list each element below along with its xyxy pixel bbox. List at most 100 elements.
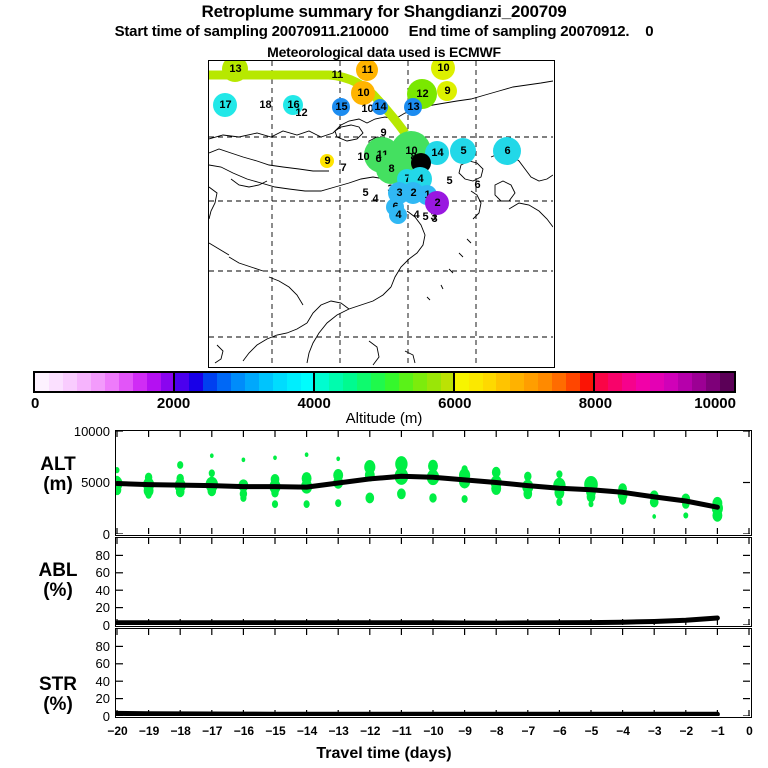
colorbar-swatch	[706, 373, 721, 391]
colorbar-tick: 2000	[156, 395, 191, 412]
colorbar-tick: 8000	[578, 395, 613, 412]
colorbar-swatch	[202, 373, 217, 391]
y-tick-label: 80	[95, 547, 110, 563]
str-panel	[115, 628, 752, 718]
colorbar-swatch	[272, 373, 287, 391]
colorbar-swatch	[118, 373, 133, 391]
x-tick-label: −17	[202, 724, 223, 738]
row-label-str: STR (%)	[39, 674, 77, 715]
x-tick-label: −13	[328, 724, 349, 738]
y-tick-label: 10000	[73, 423, 110, 439]
plume-blob	[372, 99, 388, 115]
colorbar-swatch	[468, 373, 483, 391]
y-tick-label: 60	[95, 656, 110, 672]
colorbar-swatch	[398, 373, 413, 391]
x-tick-label: −2	[679, 724, 694, 738]
y-tick-label: 20	[95, 600, 110, 616]
plume-blob-label: 14	[374, 101, 387, 113]
plume-blob	[213, 93, 237, 117]
colorbar-swatch	[216, 373, 231, 391]
plume-blob-label: 4	[413, 209, 420, 221]
x-tick-label: −1	[711, 724, 725, 738]
plume-blob-label: 10	[357, 87, 370, 99]
plume-blob-label: 6	[474, 179, 481, 191]
y-tick-label: 0	[102, 708, 110, 724]
plume-blob	[320, 154, 334, 168]
x-tick-label: −16	[233, 724, 255, 738]
colorbar-swatch	[104, 373, 119, 391]
plume-blob-label: 11	[331, 69, 344, 81]
x-tick-label: −12	[360, 724, 381, 738]
colorbar-swatch	[580, 373, 595, 391]
colorbar-swatch	[314, 373, 329, 391]
y-tick-label: 5000	[81, 475, 110, 490]
colorbar-swatch	[552, 373, 567, 391]
plume-blob-label: 9	[324, 155, 331, 167]
colorbar-divider	[173, 371, 175, 393]
colorbar-swatch	[678, 373, 693, 391]
colorbar-swatch	[188, 373, 203, 391]
plume-blob-label: 17	[219, 99, 232, 111]
plume-blob-label: 12	[295, 107, 308, 119]
plume-blob-label: 2	[434, 197, 441, 209]
plume-blob-label: 5	[362, 187, 369, 199]
plume-blob-label: 6	[375, 153, 382, 165]
plume-blob	[389, 206, 407, 224]
x-tick-label: −6	[553, 724, 567, 738]
plume-blob-label: 10	[405, 145, 418, 157]
plume-blob-label: 5	[418, 157, 425, 169]
plume-blob-label: 18	[259, 99, 272, 111]
x-axis-label: Travel time (days)	[316, 745, 452, 762]
x-tick-label: −10	[423, 724, 444, 738]
x-tick-label: −4	[616, 724, 630, 738]
colorbar-swatch	[482, 373, 497, 391]
plume-blob-label: 11	[376, 149, 389, 161]
plume-blob	[351, 81, 375, 105]
colorbar-swatch	[300, 373, 315, 391]
colorbar-swatch	[510, 373, 525, 391]
colorbar-swatch	[132, 373, 147, 391]
colorbar-swatch	[636, 373, 651, 391]
plume-blob-label: 5	[446, 175, 453, 187]
colorbar-swatch	[258, 373, 273, 391]
colorbar-swatch	[692, 373, 707, 391]
plume-blob-label: 3	[431, 213, 438, 225]
plume-blob-label: 4	[417, 173, 424, 185]
colorbar-swatch	[328, 373, 343, 391]
colorbar-swatch	[244, 373, 259, 391]
plume-blob-label: 11	[361, 64, 374, 76]
colorbar-divider	[453, 371, 455, 393]
x-tick-label: −3	[647, 724, 662, 738]
x-tick-label: −18	[170, 724, 191, 738]
y-tick-label: 60	[95, 565, 110, 581]
colorbar-swatch	[35, 373, 49, 391]
plume-blob-label: 3	[396, 187, 403, 199]
colorbar-swatch	[622, 373, 637, 391]
plume-blob-label: 4	[395, 209, 402, 221]
plume-blob	[283, 95, 303, 115]
colorbar-swatch	[48, 373, 63, 391]
plume-blob-label: 16	[287, 99, 300, 111]
colorbar-swatch	[426, 373, 441, 391]
plume-blob	[404, 98, 422, 116]
x-tick-label: −11	[392, 724, 412, 738]
colorbar-swatch	[76, 373, 91, 391]
y-tick-label: 40	[95, 582, 110, 598]
colorbar-divider	[593, 371, 595, 393]
row-label-abl: ABL (%)	[38, 560, 78, 601]
plume-blob-label: 10	[357, 151, 370, 163]
colorbar-swatch	[230, 373, 245, 391]
plume-blob-label: 2	[410, 187, 417, 199]
plume-blob	[437, 81, 457, 101]
plume-blob	[431, 61, 455, 80]
colorbar-swatch	[384, 373, 399, 391]
row-label-alt: ALT (m)	[40, 454, 76, 495]
plume-blob-label: 7	[401, 174, 414, 185]
y-tick-label: 40	[95, 673, 110, 689]
colorbar-swatch	[566, 373, 581, 391]
x-tick-label: −5	[584, 724, 599, 738]
y-tick-label: 20	[95, 691, 110, 707]
colorbar-swatch	[496, 373, 511, 391]
svgALT-plot	[116, 431, 750, 534]
plume-blob-label: 8	[388, 163, 395, 175]
